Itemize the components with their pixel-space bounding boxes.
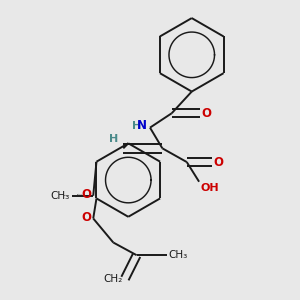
Text: O: O: [202, 107, 212, 120]
Text: O: O: [82, 211, 92, 224]
Text: O: O: [214, 155, 224, 169]
Text: methoxy: methoxy: [77, 194, 83, 195]
Text: methoxy: methoxy: [64, 194, 70, 196]
Text: CH₂: CH₂: [103, 274, 122, 284]
Text: H: H: [132, 121, 142, 131]
Text: OH: OH: [201, 183, 219, 194]
Text: H: H: [109, 134, 118, 144]
Text: O: O: [82, 188, 92, 201]
Text: CH₃: CH₃: [168, 250, 188, 260]
Text: CH₃: CH₃: [51, 191, 70, 201]
Text: N: N: [137, 119, 147, 133]
